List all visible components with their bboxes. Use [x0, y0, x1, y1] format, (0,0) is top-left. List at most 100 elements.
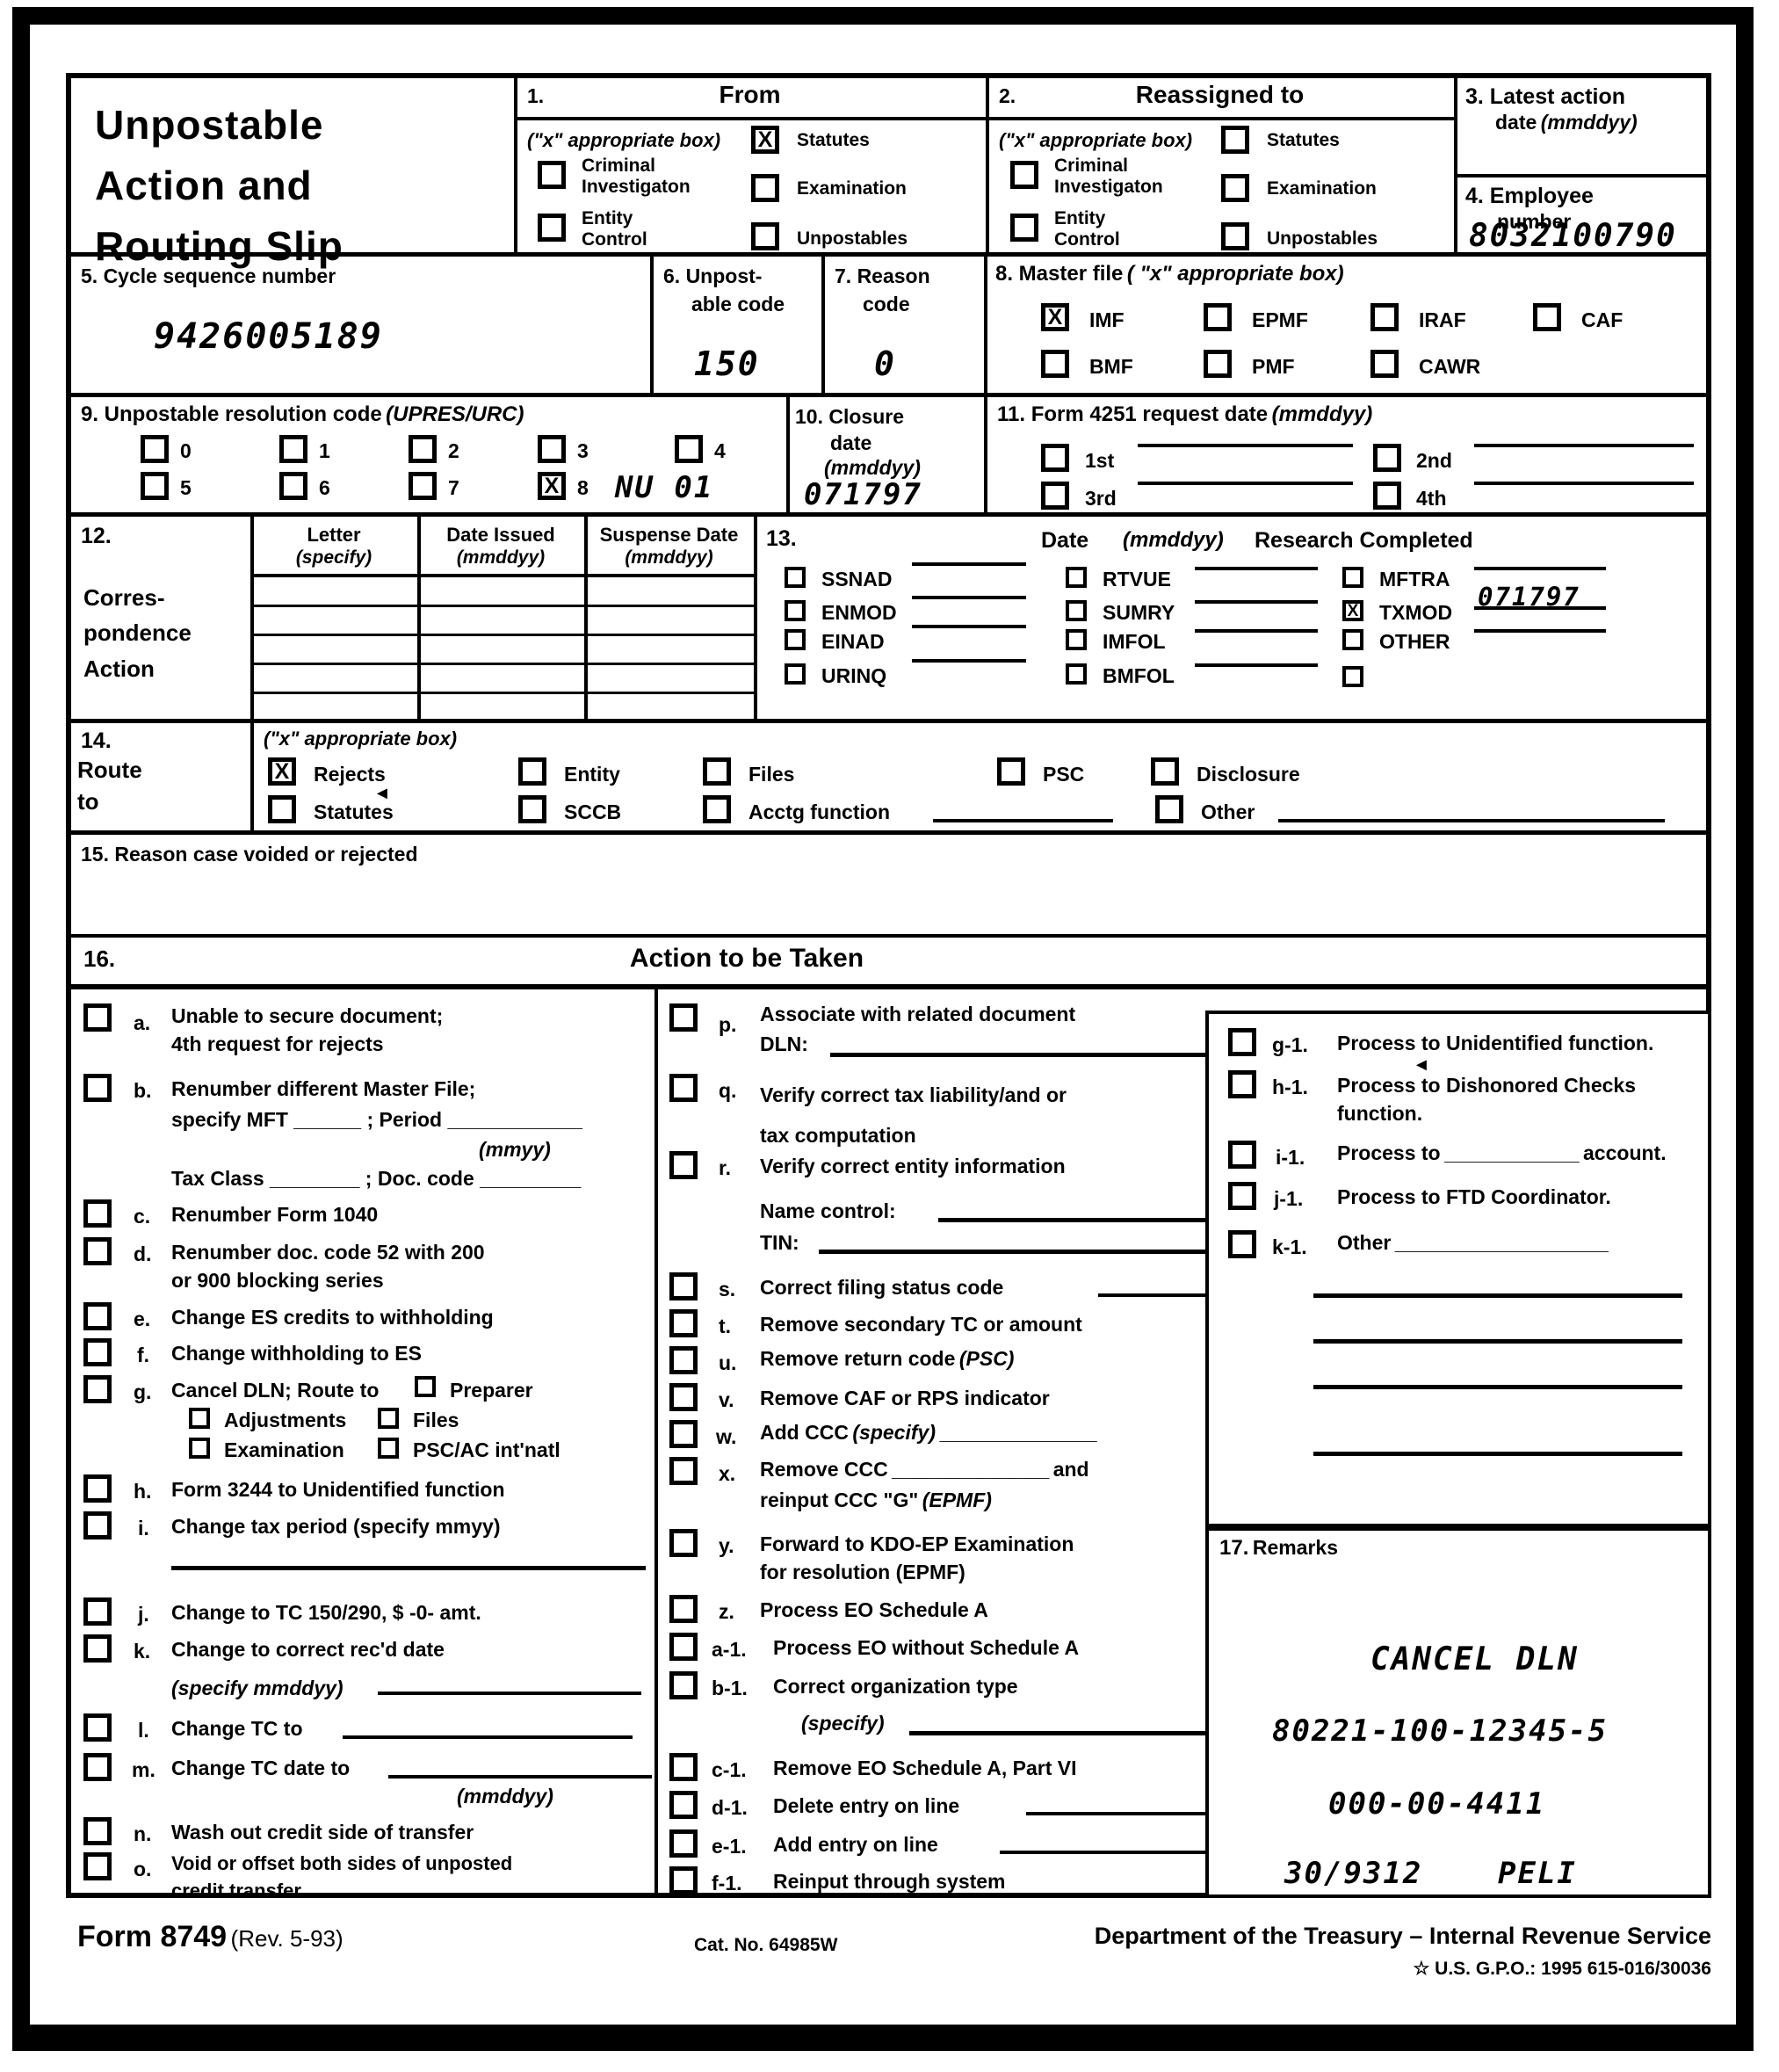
checkbox-action-x[interactable] — [669, 1457, 698, 1485]
checkbox-action-m[interactable] — [83, 1753, 112, 1781]
checkbox-action-i1[interactable] — [1228, 1141, 1256, 1169]
checkbox-research-einad[interactable] — [785, 629, 806, 650]
checkbox-research-ssnad[interactable] — [785, 567, 806, 588]
checkbox-4251-1st[interactable] — [1041, 444, 1069, 472]
checkbox-masterfile-epmf[interactable] — [1204, 303, 1232, 331]
checkbox-from-entity-control[interactable] — [538, 214, 566, 242]
checkbox-research-blank[interactable] — [1342, 666, 1363, 687]
checkbox-urc-4[interactable] — [675, 435, 703, 463]
checkbox-action-a1[interactable] — [669, 1633, 698, 1661]
checkbox-route-rejects[interactable] — [268, 757, 296, 786]
checkbox-masterfile-imf[interactable] — [1041, 303, 1069, 331]
checkbox-4251-2nd[interactable] — [1373, 444, 1401, 472]
checkbox-action-p[interactable] — [669, 1003, 698, 1032]
item-letter: g. — [134, 1380, 152, 1403]
checkbox-reassigned-unpostables[interactable] — [1221, 222, 1249, 250]
checkbox-from-examination[interactable] — [751, 174, 779, 202]
checkbox-action-k[interactable] — [83, 1634, 112, 1663]
checkbox-masterfile-bmf[interactable] — [1041, 350, 1069, 378]
checkbox-action-h1[interactable] — [1228, 1070, 1256, 1098]
checkbox-action-b[interactable] — [83, 1074, 112, 1102]
checkbox-research-sumry[interactable] — [1066, 600, 1087, 621]
checkbox-urc-0[interactable] — [141, 435, 169, 463]
checkbox-action-d[interactable] — [83, 1237, 112, 1265]
checkbox-masterfile-pmf[interactable] — [1204, 350, 1232, 378]
checkbox-urc-8[interactable] — [538, 472, 566, 500]
checkbox-from-statutes[interactable] — [751, 126, 779, 154]
checkbox-research-enmod[interactable] — [785, 600, 806, 621]
checkbox-action-s[interactable] — [669, 1272, 698, 1300]
checkbox-research-mftra[interactable] — [1342, 567, 1363, 588]
checkbox-action-t[interactable] — [669, 1309, 698, 1337]
checkbox-action-z[interactable] — [669, 1595, 698, 1623]
checkbox-urc-6[interactable] — [279, 472, 307, 500]
checkbox-action-e[interactable] — [83, 1302, 112, 1330]
checkbox-action-g-files[interactable] — [378, 1408, 399, 1429]
checkbox-action-r[interactable] — [669, 1151, 698, 1179]
item-letter: d. — [134, 1242, 152, 1265]
checkbox-action-g-adjustments[interactable] — [189, 1408, 210, 1429]
checkbox-action-h[interactable] — [83, 1474, 112, 1503]
checkbox-4251-4th[interactable] — [1373, 482, 1401, 510]
checkbox-route-psc[interactable] — [997, 757, 1025, 786]
checkbox-research-rtvue[interactable] — [1066, 567, 1087, 588]
checkbox-action-f[interactable] — [83, 1338, 112, 1366]
checkbox-reassigned-entity-control[interactable] — [1010, 214, 1038, 242]
checkbox-action-v[interactable] — [669, 1383, 698, 1411]
checkbox-action-g-examination[interactable] — [189, 1438, 210, 1459]
checkbox-urc-2[interactable] — [409, 435, 437, 463]
checkbox-urc-3[interactable] — [538, 435, 566, 463]
checkbox-research-urinq[interactable] — [785, 663, 806, 685]
checkbox-route-acctg-function[interactable] — [703, 795, 731, 823]
checkbox-action-e1[interactable] — [669, 1829, 698, 1858]
item-format: (specify mmddyy) — [171, 1677, 344, 1699]
checkbox-action-w[interactable] — [669, 1420, 698, 1448]
checkbox-urc-7[interactable] — [409, 472, 437, 500]
checkbox-reassigned-examination[interactable] — [1221, 174, 1249, 202]
checkbox-action-i[interactable] — [83, 1511, 112, 1540]
checkbox-action-g1[interactable] — [1228, 1028, 1256, 1056]
item-letter: k. — [134, 1640, 151, 1663]
checkbox-reassigned-criminal-investigation[interactable] — [1010, 161, 1038, 189]
checkbox-urc-5[interactable] — [141, 472, 169, 500]
checkbox-from-unpostables[interactable] — [751, 222, 779, 250]
checkbox-research-bmfol[interactable] — [1066, 663, 1087, 685]
checkbox-label: Examination — [224, 1438, 344, 1461]
checkbox-urc-1[interactable] — [279, 435, 307, 463]
checkbox-action-g-psc-ac-intnatl[interactable] — [378, 1438, 399, 1459]
checkbox-action-l[interactable] — [83, 1713, 112, 1742]
checkbox-route-statutes[interactable] — [268, 795, 296, 823]
checkbox-action-o[interactable] — [83, 1852, 112, 1880]
checkbox-route-disclosure[interactable] — [1151, 757, 1179, 786]
checkbox-masterfile-caf[interactable] — [1533, 303, 1561, 331]
checkbox-action-d1[interactable] — [669, 1791, 698, 1819]
checkbox-masterfile-cawr[interactable] — [1370, 350, 1399, 378]
checkbox-research-other[interactable] — [1342, 629, 1363, 650]
checkbox-action-q[interactable] — [669, 1074, 698, 1102]
checkbox-action-j1[interactable] — [1228, 1182, 1256, 1210]
checkbox-action-c1[interactable] — [669, 1753, 698, 1781]
checkbox-action-g-preparer[interactable] — [415, 1376, 436, 1397]
checkbox-action-b1[interactable] — [669, 1671, 698, 1699]
checkbox-action-c[interactable] — [83, 1199, 112, 1228]
checkbox-route-entity[interactable] — [518, 757, 546, 786]
checkbox-action-u[interactable] — [669, 1346, 698, 1374]
checkbox-research-txmod[interactable] — [1342, 600, 1363, 621]
checkbox-action-y[interactable] — [669, 1529, 698, 1557]
checkbox-route-files[interactable] — [703, 757, 731, 786]
checkbox-route-sccb[interactable] — [518, 795, 546, 823]
checkbox-research-imfol[interactable] — [1066, 629, 1087, 650]
checkbox-action-k1[interactable] — [1228, 1230, 1256, 1258]
blank-line — [912, 625, 1026, 628]
checkbox-from-criminal-investigation[interactable] — [538, 161, 566, 189]
checkbox-action-g[interactable] — [83, 1375, 112, 1403]
checkbox-label: Rejects — [314, 763, 386, 786]
checkbox-action-n[interactable] — [83, 1817, 112, 1845]
checkbox-reassigned-statutes[interactable] — [1221, 126, 1249, 154]
checkbox-action-j[interactable] — [83, 1597, 112, 1626]
checkbox-route-other[interactable] — [1155, 795, 1183, 823]
checkbox-action-a[interactable] — [83, 1003, 112, 1032]
checkbox-4251-3rd[interactable] — [1041, 482, 1069, 510]
checkbox-action-f1[interactable] — [669, 1866, 698, 1895]
checkbox-masterfile-iraf[interactable] — [1370, 303, 1399, 331]
